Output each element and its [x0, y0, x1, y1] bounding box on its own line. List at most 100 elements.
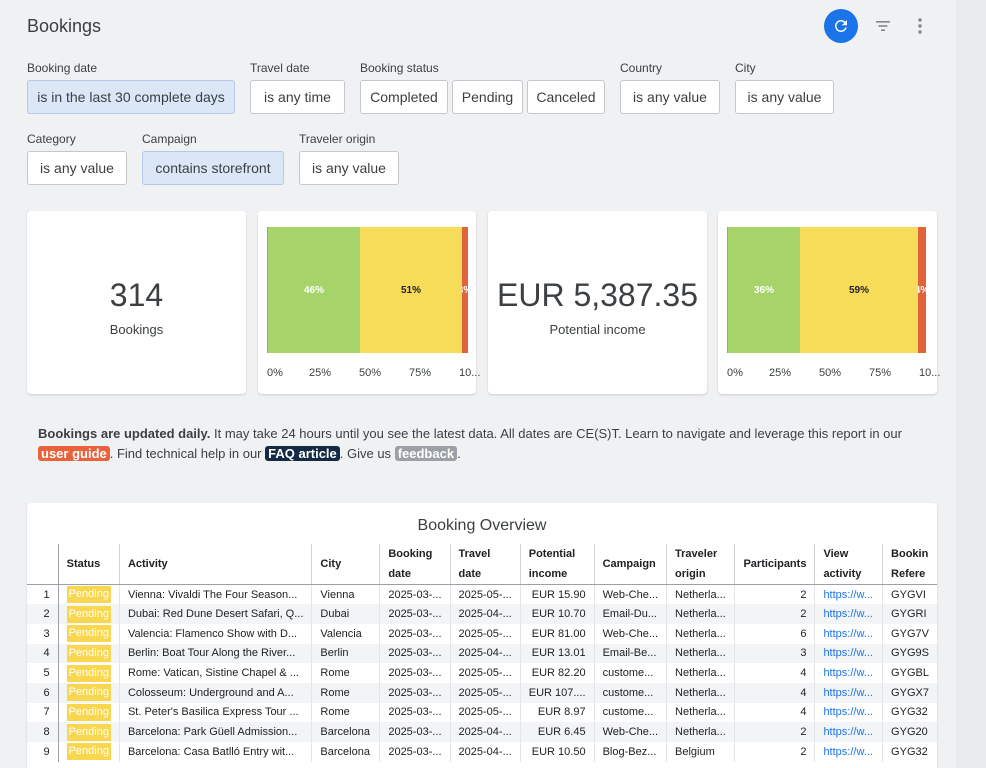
column-header-ref[interactable]: Bookin Refere: [882, 544, 937, 585]
status-completed-chip[interactable]: Completed: [360, 80, 448, 114]
column-header-line: date: [388, 568, 411, 580]
cell-activity: Rome: Vatican, Sistine Chapel & ...: [118, 663, 312, 683]
column-header-status[interactable]: Status: [57, 544, 120, 585]
status-canceled-chip[interactable]: Canceled: [527, 80, 605, 114]
cell-activity: Barcelona: Park Güell Admission...: [118, 722, 312, 742]
travel-date-filter[interactable]: is any time: [250, 80, 345, 114]
country-label: Country: [620, 61, 663, 75]
cell-travel_date: 2025-04-...: [449, 604, 521, 624]
chart-bar-segment[interactable]: 3%: [462, 227, 468, 353]
cell-participants: 3: [734, 643, 815, 664]
table-row[interactable]: 4 Pending Berlin: Boat Tour Along the Rive…: [27, 643, 937, 664]
city-filter[interactable]: is any value: [735, 80, 834, 114]
cell-view[interactable]: https://w...: [814, 643, 883, 664]
cell-booking_date: 2025-03-...: [379, 584, 451, 605]
column-header-line: activity: [823, 568, 862, 580]
cell-city: Valencia: [311, 623, 380, 644]
table-row[interactable]: 9 Pending Barcelona: Casa Batlló Entry wit…: [27, 742, 937, 762]
cell-participants: 4: [734, 663, 815, 683]
status-badge: Pending: [66, 586, 111, 604]
refresh-button[interactable]: [824, 9, 858, 43]
cell-view[interactable]: https://w...: [814, 663, 883, 683]
status-badge: Pending: [66, 743, 111, 761]
chart-tick-label: 50%: [359, 367, 382, 379]
booking-date-label: Booking date: [27, 61, 98, 75]
cell-city: Barcelona: [311, 722, 380, 742]
column-header-travel_date[interactable]: Travel date: [449, 544, 521, 585]
cell-idx: 2: [27, 604, 59, 624]
faq-article-link[interactable]: FAQ article: [265, 446, 340, 461]
more-options-button[interactable]: [910, 15, 930, 37]
column-header-view[interactable]: View activity: [814, 544, 883, 585]
table-row[interactable]: 6 Pending Colosseum: Underground and A... R…: [27, 682, 937, 703]
cell-view[interactable]: https://w...: [814, 722, 883, 742]
travel-date-label: Travel date: [250, 61, 310, 75]
column-header-line: View: [823, 548, 849, 560]
column-header-line: origin: [675, 568, 706, 580]
cell-activity: Vienna: Vivaldi The Four Season...: [118, 584, 312, 605]
cell-view[interactable]: https://w...: [814, 584, 883, 605]
cell-view[interactable]: https://w...: [814, 604, 883, 624]
column-header-city[interactable]: City: [311, 544, 380, 585]
report-page: Bookings Booking date is in the last 30 …: [27, 9, 941, 768]
cell-city: Rome: [311, 663, 380, 683]
table-row[interactable]: 3 Pending Valencia: Flamenco Show with D..…: [27, 623, 937, 644]
cell-view[interactable]: https://w...: [814, 682, 883, 703]
chart-bar-segment[interactable]: 36%: [728, 227, 800, 353]
cell-ref: GYG20: [882, 722, 937, 742]
cell-ref: GYGX7: [882, 682, 937, 703]
user-guide-link[interactable]: user guide: [38, 446, 110, 461]
cell-travel_date: 2025-05-...: [449, 682, 521, 703]
chart-bar-segment[interactable]: 4%: [918, 227, 926, 353]
status-badge: Pending: [66, 644, 111, 662]
category-filter[interactable]: is any value: [27, 151, 127, 185]
column-header-activity[interactable]: Activity: [118, 544, 312, 585]
feedback-link[interactable]: feedback: [394, 446, 458, 461]
chart-tick-label: 75%: [409, 367, 432, 379]
notice-text-1: It may take 24 hours until you see the l…: [210, 426, 902, 441]
chart-bar-segment[interactable]: 51%: [360, 227, 462, 353]
cell-booking_date: 2025-03-...: [379, 682, 451, 703]
cell-participants: 2: [734, 604, 815, 624]
traveler-origin-filter[interactable]: is any value: [299, 151, 399, 185]
booking-date-filter[interactable]: is in the last 30 complete days: [27, 80, 235, 114]
country-filter[interactable]: is any value: [620, 80, 720, 114]
cell-city: Dubai: [311, 604, 380, 624]
cell-view[interactable]: https://w...: [814, 702, 883, 723]
cell-status: Pending: [57, 742, 120, 762]
cell-view[interactable]: https://w...: [814, 742, 883, 762]
column-header-line: Refere: [891, 568, 926, 580]
column-header-income[interactable]: Potential income: [519, 544, 595, 585]
cell-campaign: custome...: [593, 663, 667, 683]
table-row[interactable]: 1 Pending Vienna: Vivaldi The Four Season.…: [27, 584, 937, 605]
table-row[interactable]: 2 Pending Dubai: Red Dune Desert Safari, Q…: [27, 604, 937, 624]
column-header-campaign[interactable]: Campaign: [593, 544, 667, 585]
cell-participants: 4: [734, 702, 815, 723]
column-header-line: income: [528, 568, 568, 580]
chart-plot-area: 36%59%4%: [727, 227, 927, 353]
status-badge: Pending: [66, 664, 111, 682]
table-row[interactable]: 7 Pending St. Peter's Basilica Express Tou…: [27, 702, 937, 723]
table-row[interactable]: 5 Pending Rome: Vatican, Sistine Chapel & …: [27, 663, 937, 683]
cell-income: EUR 10.70: [519, 604, 595, 624]
column-header-line: date: [458, 568, 482, 580]
chart-bar-segment[interactable]: 46%: [268, 227, 360, 353]
column-header-participants[interactable]: Participants: [734, 544, 815, 585]
income-kpi-card: EUR 5,387.35 Potential income: [488, 211, 707, 394]
filter-button[interactable]: [872, 15, 894, 37]
cell-city: Berlin: [311, 643, 380, 664]
cell-campaign: Email-Be...: [593, 643, 667, 664]
cell-booking_date: 2025-03-...: [379, 663, 451, 683]
cell-idx: 9: [43, 745, 50, 758]
table-title: Booking Overview: [417, 517, 547, 534]
campaign-filter[interactable]: contains storefront: [142, 151, 284, 185]
column-header-booking_date[interactable]: Booking date: [379, 544, 451, 585]
column-header-origin[interactable]: Traveler origin: [666, 544, 735, 585]
table-row[interactable]: 8 Pending Barcelona: Park Güell Admission.…: [27, 722, 937, 742]
chart-tick-label: 10...: [459, 367, 481, 379]
cell-view[interactable]: https://w...: [814, 623, 883, 644]
bookings-kpi-label: Bookings: [109, 322, 164, 337]
filter-icon: [876, 21, 890, 31]
chart-bar-segment[interactable]: 59%: [800, 227, 918, 353]
status-pending-chip[interactable]: Pending: [452, 80, 523, 114]
